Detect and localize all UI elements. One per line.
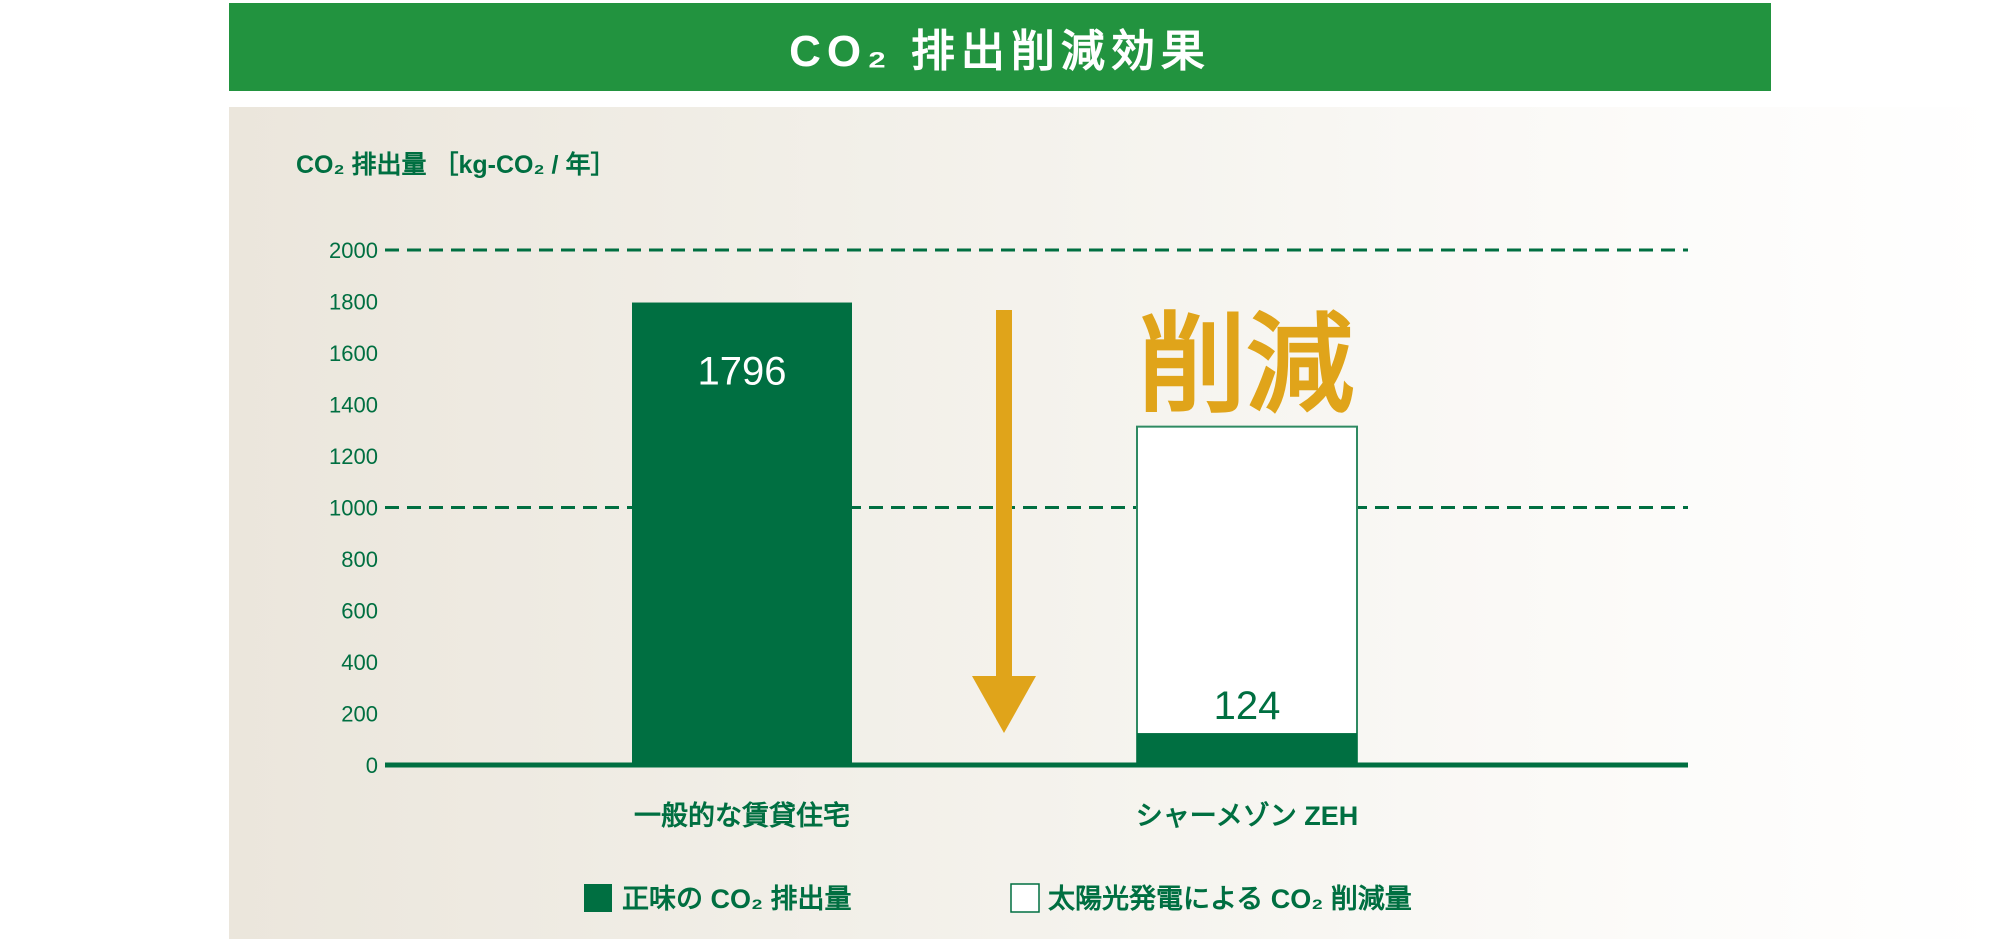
reduction-annotation: 削減 — [1138, 304, 1354, 425]
data-label: 1796 — [698, 350, 787, 394]
bar-net-emission — [1137, 733, 1357, 765]
legend-label-solar: 太陽光発電による CO₂ 削減量 — [1048, 884, 1412, 914]
y-tick-label: 1400 — [329, 393, 378, 418]
reduction-arrow-head — [972, 676, 1036, 733]
y-tick-label: 400 — [341, 650, 378, 675]
y-tick-label: 1000 — [329, 496, 378, 521]
bar-net-emission — [632, 302, 852, 765]
y-tick-label: 1600 — [329, 341, 378, 366]
y-tick-label: 800 — [341, 547, 378, 572]
data-label: 124 — [1214, 684, 1281, 728]
chart-title: CO₂ 排出削減効果 — [789, 27, 1211, 76]
y-tick-label: 200 — [341, 702, 378, 727]
y-tick-label: 0 — [366, 753, 378, 778]
y-tick-label: 1800 — [329, 290, 378, 315]
reduction-arrow-shaft — [996, 310, 1012, 680]
y-tick-label: 1200 — [329, 444, 378, 469]
legend-label-net: 正味の CO₂ 排出量 — [622, 884, 852, 914]
y-tick-label: 600 — [341, 599, 378, 624]
x-category-label: シャーメゾン ZEH — [1136, 801, 1358, 831]
chart-panel — [229, 107, 2000, 939]
chart-title-banner: CO₂ 排出削減効果 — [229, 3, 1771, 91]
y-axis-label: CO₂ 排出量 ［kg-CO₂ / 年］ — [296, 150, 615, 179]
legend-swatch-net — [584, 884, 612, 912]
legend-swatch-solar — [1010, 883, 1040, 913]
y-tick-label: 2000 — [329, 238, 378, 263]
x-category-label: 一般的な賃貸住宅 — [634, 800, 850, 831]
